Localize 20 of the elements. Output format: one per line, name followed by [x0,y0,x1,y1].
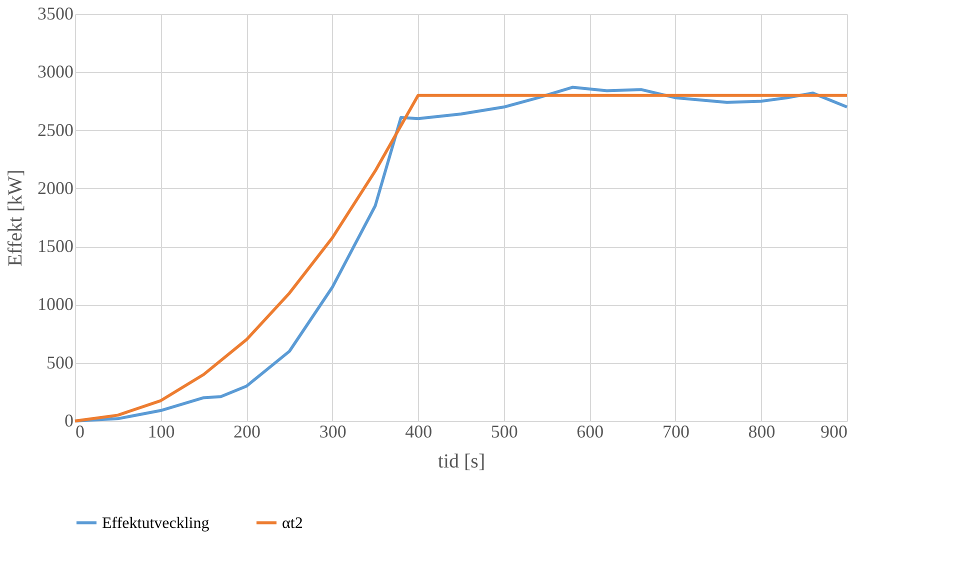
x-tick-label: 200 [234,422,261,442]
x-axis-title: tid [s] [438,450,486,472]
y-tick-label: 3500 [38,4,74,24]
legend-label: Effektutveckling [102,514,210,532]
x-tick-label: 800 [748,422,776,442]
legend-label: αt2 [282,514,303,532]
y-tick-label: 500 [46,352,74,372]
y-tick-label: 1500 [38,236,74,256]
x-tick-label: 600 [576,422,604,442]
x-tick-label: 400 [405,422,432,442]
y-tick-label: 2000 [38,178,74,198]
x-tick-label: 500 [490,422,518,442]
x-tick-label: 700 [662,422,690,442]
x-tick-label: 900 [820,422,848,442]
y-tick-label: 1000 [38,294,74,314]
x-tick-label: 300 [319,422,346,442]
y-axis-title: Effekt [kW] [4,170,26,266]
x-tick-label: 100 [148,422,175,442]
y-tick-label: 2500 [38,120,74,140]
y-tick-label: 3000 [38,62,74,82]
